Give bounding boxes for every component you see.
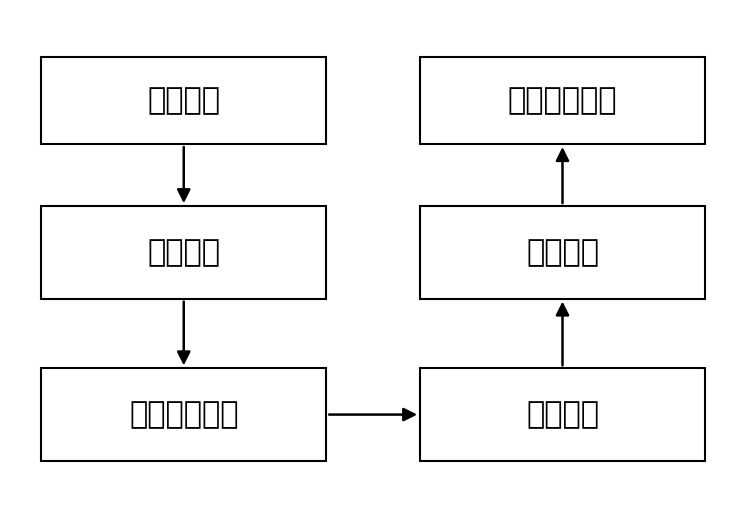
Text: 确定核酸序列: 确定核酸序列 [508, 86, 617, 115]
Text: 样品制备: 样品制备 [147, 86, 220, 115]
Text: 第一比对: 第一比对 [526, 400, 599, 429]
Text: 第二比对: 第二比对 [526, 238, 599, 267]
Bar [41, 57, 326, 144]
Bar [420, 57, 705, 144]
Text: 测序结果过滤: 测序结果过滤 [129, 400, 238, 429]
Bar [420, 206, 705, 299]
Text: 上机测序: 上机测序 [147, 238, 220, 267]
Bar [41, 368, 326, 461]
Bar [420, 368, 705, 461]
Bar [41, 206, 326, 299]
